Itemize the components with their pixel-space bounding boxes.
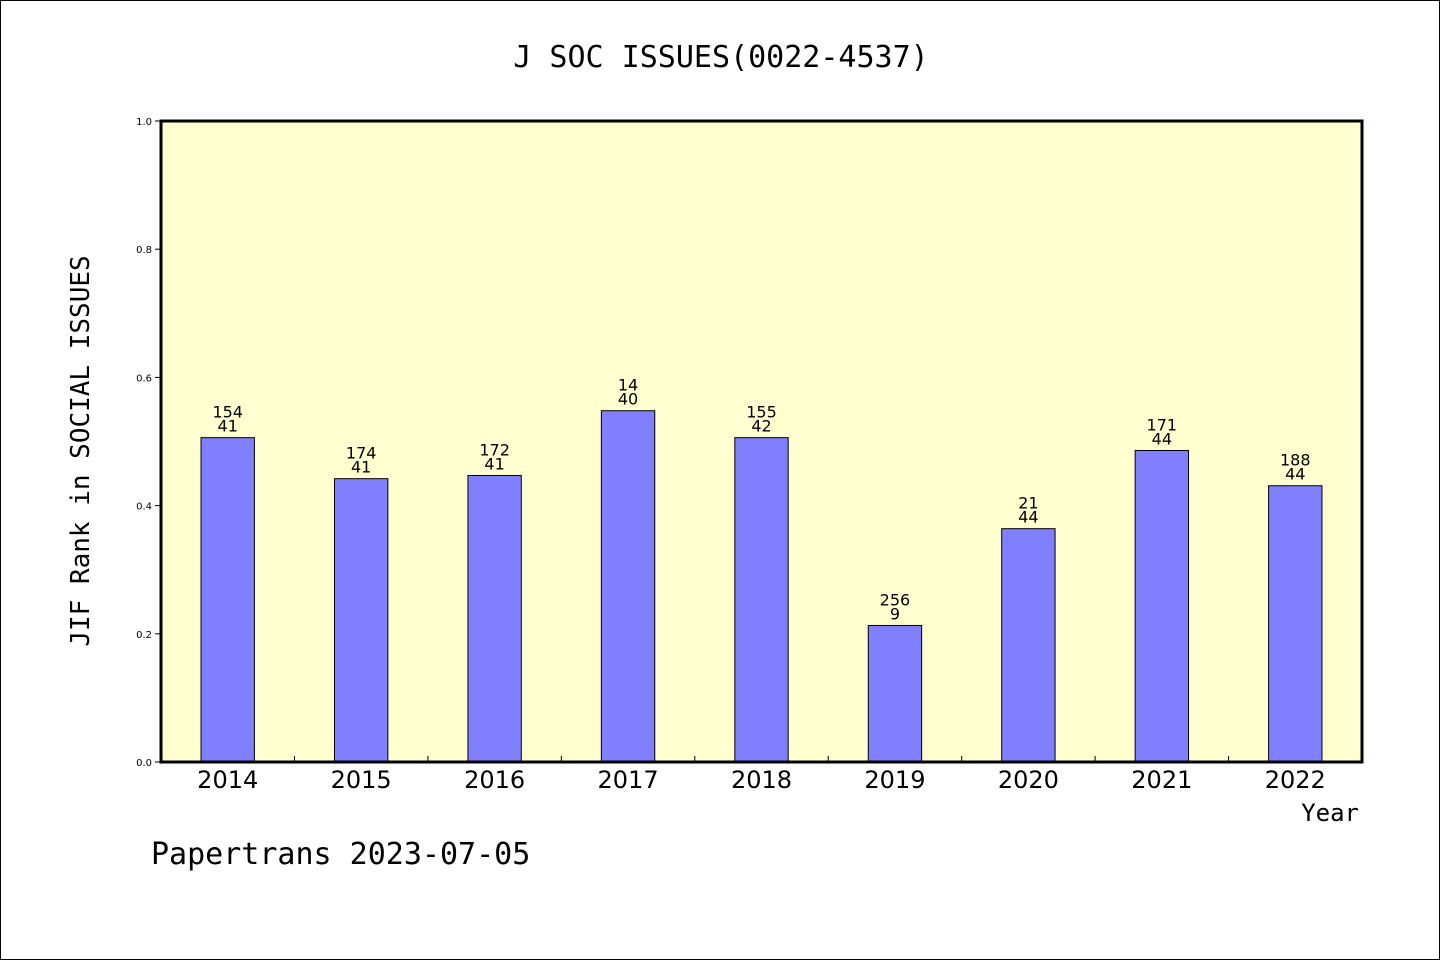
bar-2014: [200, 437, 255, 763]
x-tick-label: 2020: [998, 766, 1059, 794]
x-tick-label: 2019: [864, 766, 925, 794]
x-tick-label: 2015: [331, 766, 392, 794]
bar-label-top: 14: [618, 376, 638, 395]
bar-label-top: 188: [1280, 451, 1311, 470]
x-tick-label: 2014: [197, 766, 258, 794]
y-axis: 0.0 0.2 0.4 0.6 0.8 1.0: [136, 117, 161, 769]
x-axis: 2014 2015 2016 2017 2018 2019 2020 2021 2022: [197, 756, 1326, 794]
x-tick-label: 2018: [731, 766, 792, 794]
chart-title: J SOC ISSUES(0022-4537): [513, 40, 928, 75]
bar-label-top: 154: [212, 403, 243, 422]
bar-label-top: 172: [479, 440, 510, 459]
x-tick-label: 2017: [598, 766, 659, 794]
bar-label-top: 171: [1147, 415, 1178, 434]
bar-label-top: 174: [346, 444, 377, 463]
bar-label-top: 21: [1018, 494, 1038, 513]
bar-label-bottom: 41: [484, 454, 504, 473]
bar-2015: [333, 478, 389, 763]
bar-2020: [1001, 528, 1056, 763]
y-tick-label: 1.0: [136, 117, 152, 128]
bar-label-top: 256: [880, 590, 911, 609]
x-tick-label: 2022: [1265, 766, 1326, 794]
bar-2016: [467, 474, 522, 763]
x-tick-label: 2021: [1131, 766, 1192, 794]
y-tick-label: 0.4: [136, 502, 152, 513]
bar-label-bottom: 44: [1018, 508, 1038, 527]
footer-credit: Papertrans 2023-07-05: [151, 837, 530, 872]
bar-2018: [734, 437, 789, 763]
y-axis-label: JIF Rank in SOCIAL ISSUES: [66, 255, 96, 646]
x-tick-label: 2016: [464, 766, 525, 794]
bar-label-bottom: 40: [618, 390, 638, 409]
bar-label-bottom: 44: [1152, 429, 1172, 448]
bar-labels-group: 1544117441172411440155422569214417144188…: [212, 376, 1310, 624]
bar-2022: [1268, 485, 1323, 763]
plot-border: [159, 119, 1364, 764]
y-tick-label: 0.0: [136, 758, 152, 769]
bar-label-bottom: 44: [1285, 465, 1305, 484]
y-tick-label: 0.6: [136, 373, 152, 384]
bar-2021: [1134, 449, 1190, 763]
bar-label-bottom: 41: [218, 417, 238, 436]
bar-2017: [600, 410, 656, 763]
y-tick-label: 0.8: [136, 245, 152, 256]
y-tick-label: 0.2: [136, 630, 152, 641]
bar-label-bottom: 42: [751, 417, 771, 436]
bars-group: [200, 410, 1323, 763]
bar-2019: [867, 624, 923, 763]
bar-label-bottom: 41: [351, 458, 371, 477]
bar-label-top: 155: [746, 403, 777, 422]
bar-label-bottom: 9: [890, 604, 900, 623]
x-axis-label: Year: [1301, 799, 1359, 827]
